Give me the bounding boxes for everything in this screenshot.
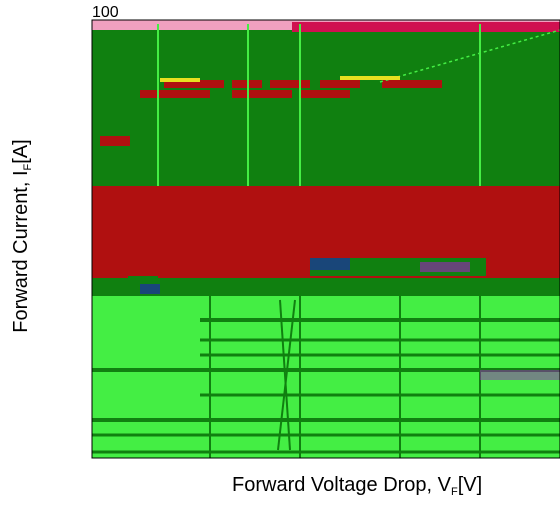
top-artifact-blocks: [292, 22, 560, 32]
y-axis-label-sub: F: [22, 163, 34, 171]
y-axis-label-main: Forward Current, I: [10, 170, 32, 333]
plot-band-dark-green-lower: [92, 278, 560, 296]
red-block-7: [232, 90, 292, 98]
red-block-4: [320, 80, 360, 88]
y-axis-label: Forward Current, IF[A]: [0, 0, 40, 506]
x-axis-label-sub: F: [451, 486, 458, 498]
plot-band-dark-green: [92, 24, 560, 186]
speck-purple-2: [480, 370, 560, 380]
red-block-8: [300, 90, 350, 98]
red-block-5: [382, 80, 442, 88]
cross-streak-1: [279, 299, 291, 451]
diag-streak: [379, 29, 560, 83]
speck-yellow-2: [340, 76, 400, 80]
plot-frame: [91, 19, 560, 459]
red-block-6: [140, 90, 210, 98]
red-block-9: [100, 136, 130, 146]
speck-blue-2: [140, 284, 160, 294]
speck-yellow-1: [160, 78, 200, 82]
y-axis-label-unit: [A]: [10, 139, 32, 164]
speck-purple-1: [420, 262, 470, 272]
speck-blue-1: [310, 258, 350, 270]
cross-streak-2: [277, 299, 296, 451]
x-axis-label-main: Forward Voltage Drop, V: [232, 474, 451, 496]
red-block-1: [164, 80, 224, 88]
x-axis-label-unit: [V]: [457, 474, 483, 496]
x-axis-label: Forward Voltage Drop, VF[V]: [232, 474, 482, 498]
y-tick-label-top: 100: [92, 4, 119, 21]
y-axis-label-text: Forward Current, IF[A]: [10, 139, 34, 332]
red-block-3: [270, 80, 310, 88]
